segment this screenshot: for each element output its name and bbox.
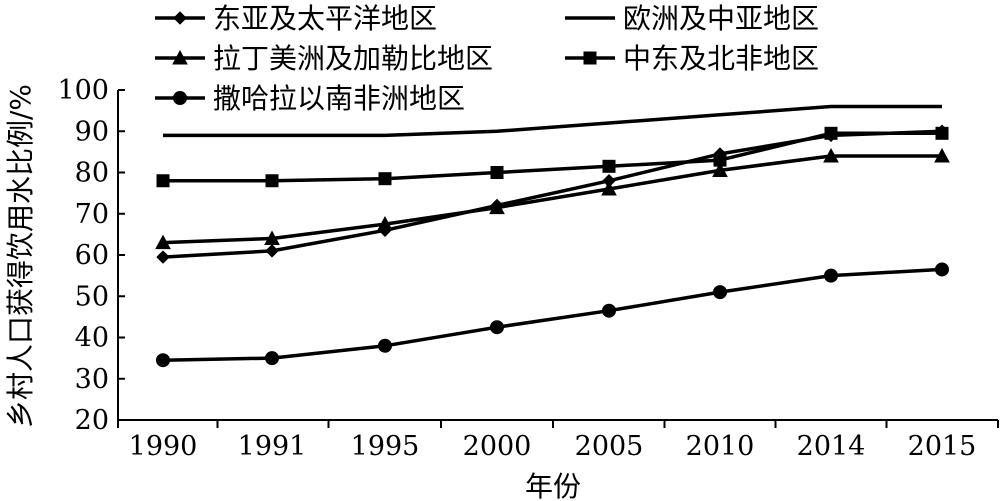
y-tick-label: 40 (75, 323, 109, 354)
data-point (265, 174, 279, 188)
data-point (934, 147, 950, 163)
legend-item: 中东及北非地区 (565, 42, 819, 75)
y-axis: 20 30 40 50 60 70 80 90 100 (57, 75, 125, 436)
data-point (264, 230, 280, 245)
legend-label: 东亚及太平洋地区 (213, 2, 437, 35)
x-tick-label: 1991 (238, 431, 307, 462)
data-point (713, 153, 727, 167)
data-point (377, 216, 393, 231)
y-tick-label: 30 (75, 364, 109, 395)
data-point (935, 126, 949, 140)
y-tick-label: 80 (75, 158, 109, 189)
data-point (378, 338, 392, 353)
legend-marker (172, 49, 188, 65)
legend-label: 拉丁美洲及加勒比地区 (213, 42, 493, 75)
x-tick-label: 1995 (351, 431, 420, 462)
y-tick-label: 60 (75, 240, 109, 271)
legend-label: 中东及北非地区 (623, 42, 819, 75)
data-point (713, 285, 727, 300)
series-3 (156, 126, 949, 188)
series-line (163, 104, 942, 138)
legend-marker (173, 11, 187, 25)
series-layer (155, 104, 950, 368)
series-2 (155, 147, 950, 250)
data-point (601, 180, 617, 196)
data-point (823, 147, 839, 163)
data-point (824, 268, 838, 283)
data-point (490, 320, 504, 335)
data-point (490, 166, 504, 179)
data-point (155, 234, 171, 250)
x-axis-title: 年份 (525, 470, 581, 501)
data-point (824, 126, 838, 140)
x-tick-label: 2010 (686, 431, 755, 462)
legend-label: 撒哈拉以南非洲地区 (213, 82, 465, 115)
x-axis: 1990 1991 1995 2000 2005 2010 2014 2015 (117, 419, 999, 462)
x-tick-label: 1990 (129, 431, 198, 462)
x-tick-label: 2005 (575, 431, 644, 462)
data-point (156, 174, 170, 188)
legend-marker (173, 91, 187, 105)
data-point (156, 250, 170, 264)
y-axis-title: 乡村人口获得饮用水比例/% (4, 84, 37, 428)
series-line (163, 131, 942, 183)
series-line (162, 154, 942, 245)
x-tick-label: 2014 (797, 431, 866, 462)
data-point (602, 159, 616, 173)
x-tick-label: 2000 (463, 431, 532, 462)
y-tick-label: 100 (57, 75, 109, 106)
legend-item: 撒哈拉以南非洲地区 (155, 82, 465, 115)
data-point (712, 162, 728, 177)
series-1 (163, 104, 942, 138)
y-tick-label: 70 (75, 199, 109, 230)
data-point (378, 172, 392, 186)
series-line (162, 267, 943, 362)
data-point (265, 351, 279, 366)
x-tick-label: 2015 (908, 431, 977, 462)
legend-item: 拉丁美洲及加勒比地区 (155, 42, 493, 75)
plot-area: 20 30 40 50 60 70 80 90 100 1990 1991 1995 2000 2005… (57, 75, 999, 462)
y-tick-label: 50 (75, 281, 109, 312)
data-point (265, 244, 279, 258)
series-4 (156, 262, 949, 368)
data-point (602, 303, 616, 318)
legend-marker (583, 51, 597, 65)
legend-item: 欧洲及中亚地区 (565, 2, 819, 35)
y-tick-label: 90 (75, 116, 109, 147)
data-point (935, 262, 949, 277)
data-point (489, 199, 505, 215)
data-point (156, 353, 170, 368)
legend-item: 东亚及太平洋地区 (155, 2, 437, 35)
y-tick-label: 20 (75, 405, 109, 436)
legend-label: 欧洲及中亚地区 (623, 2, 819, 35)
